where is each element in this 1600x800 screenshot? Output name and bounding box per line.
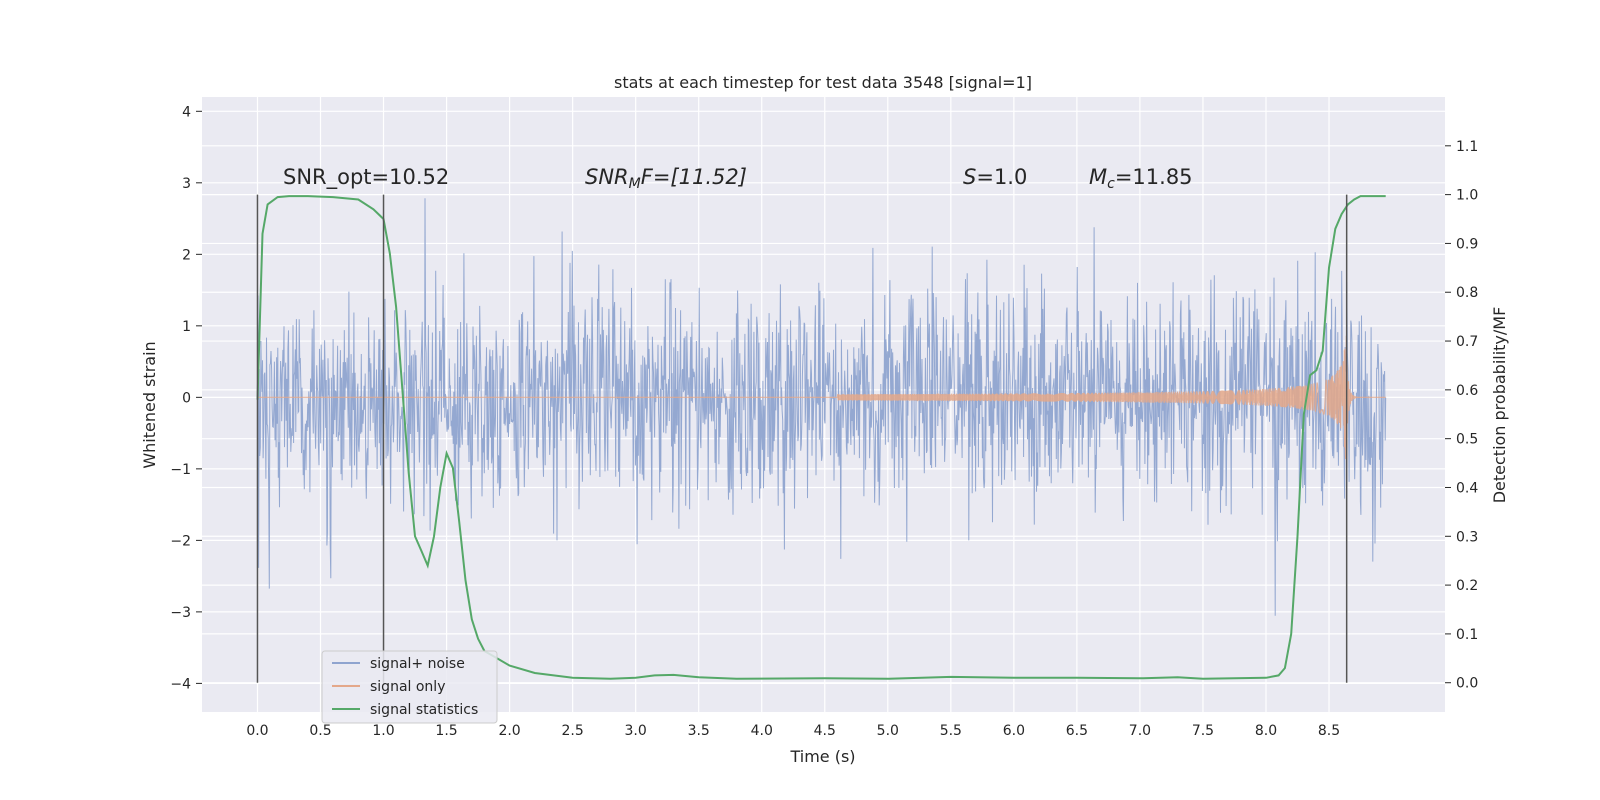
s-symbol: S: [963, 165, 976, 189]
x-tick-label: 3.5: [688, 723, 710, 739]
x-tick-label: 7.0: [1129, 723, 1151, 739]
x-tick-label: 2.5: [561, 723, 583, 739]
snr-mf-symbol: SNR: [585, 165, 629, 189]
y2-tick-label: 0.8: [1456, 285, 1478, 301]
event-markers: [256, 194, 1348, 683]
snr-mf-subscript: M: [629, 176, 641, 192]
legend: signal+ noise signal only signal statist…: [321, 650, 498, 724]
legend-label-signal-only: signal only: [370, 679, 445, 695]
x-tick-label: 0.5: [309, 723, 331, 739]
series-signal-only: [257, 335, 1386, 479]
y2-axis-ticks: 0.0 0.1 0.2 0.3 0.4 0.5 0.6 0.7 0.8 0.9 1.0 1.1: [1445, 139, 1478, 692]
legend-box: [321, 650, 498, 724]
mc-annotation: Mc=11.85: [1089, 165, 1193, 192]
series-layer: [256, 195, 1387, 680]
x-tick-label: 4.5: [814, 723, 836, 739]
y2-tick-label: 0.1: [1456, 627, 1478, 643]
mc-value: =11.85: [1115, 165, 1193, 189]
x-axis-ticks: 0.0 0.5 1.0 1.5 2.0 2.5 3.0 3.5 4.0 4.5 5.0 5.5 6.0 6…: [246, 723, 1340, 739]
y2-tick-label: 1.1: [1456, 139, 1478, 155]
y-tick-label: −3: [170, 605, 191, 621]
x-tick-label: 8.5: [1318, 723, 1340, 739]
snr-mf-annotation: SNRMF=[11.52]: [585, 165, 747, 192]
x-tick-label: 6.5: [1066, 723, 1088, 739]
legend-label-signal-statistics: signal statistics: [370, 702, 478, 718]
legend-label-signal-noise: signal+ noise: [370, 656, 465, 672]
y2-tick-label: 0.4: [1456, 480, 1478, 496]
y-axis-ticks: −4 −3 −2 −1 0 1 2 3 4: [170, 104, 202, 692]
x-tick-label: 0.0: [246, 723, 268, 739]
y2-tick-label: 0.7: [1456, 334, 1478, 350]
y2-tick-label: 0.2: [1456, 578, 1478, 594]
series-signal-statistics: [256, 195, 1386, 680]
x-tick-label: 8.0: [1255, 723, 1277, 739]
y-tick-label: 3: [182, 176, 191, 192]
y-tick-label: 4: [182, 104, 191, 120]
series-signal-noise: [257, 198, 1387, 616]
x-tick-label: 2.0: [498, 723, 520, 739]
y-tick-label: −2: [170, 533, 191, 549]
snr-mf-value: F=[11.52]: [641, 165, 747, 189]
y2-tick-label: 0.3: [1456, 529, 1478, 545]
mc-symbol: M: [1089, 165, 1107, 189]
x-tick-label: 5.0: [877, 723, 899, 739]
x-tick-label: 1.0: [372, 723, 394, 739]
y2-tick-label: 0.6: [1456, 383, 1478, 399]
y2-tick-label: 0.5: [1456, 432, 1478, 448]
mc-subscript: c: [1107, 176, 1115, 192]
snr-opt-annotation: SNR_opt=10.52: [283, 165, 449, 190]
y-tick-label: −1: [170, 462, 191, 478]
y2-tick-label: 0.9: [1456, 236, 1478, 252]
x-tick-label: 7.5: [1192, 723, 1214, 739]
y2-tick-label: 1.0: [1456, 188, 1478, 204]
y-tick-label: 0: [182, 390, 191, 406]
y-tick-label: 1: [182, 319, 191, 335]
x-tick-label: 1.5: [435, 723, 457, 739]
x-tick-label: 3.0: [625, 723, 647, 739]
x-tick-label: 4.0: [751, 723, 773, 739]
s-annotation: S=1.0: [963, 165, 1027, 189]
x-axis-label: Time (s): [789, 747, 855, 766]
y-axis-label: Whitened strain: [140, 341, 159, 468]
y2-tick-label: 0.0: [1456, 676, 1478, 692]
chart-title: stats at each timestep for test data 354…: [614, 73, 1032, 92]
s-value: =1.0: [976, 165, 1027, 189]
y-tick-label: −4: [170, 676, 191, 692]
x-tick-label: 6.0: [1003, 723, 1025, 739]
y-tick-label: 2: [182, 247, 191, 263]
y2-axis-label: Detection probability/MF: [1490, 307, 1509, 504]
x-tick-label: 5.5: [940, 723, 962, 739]
